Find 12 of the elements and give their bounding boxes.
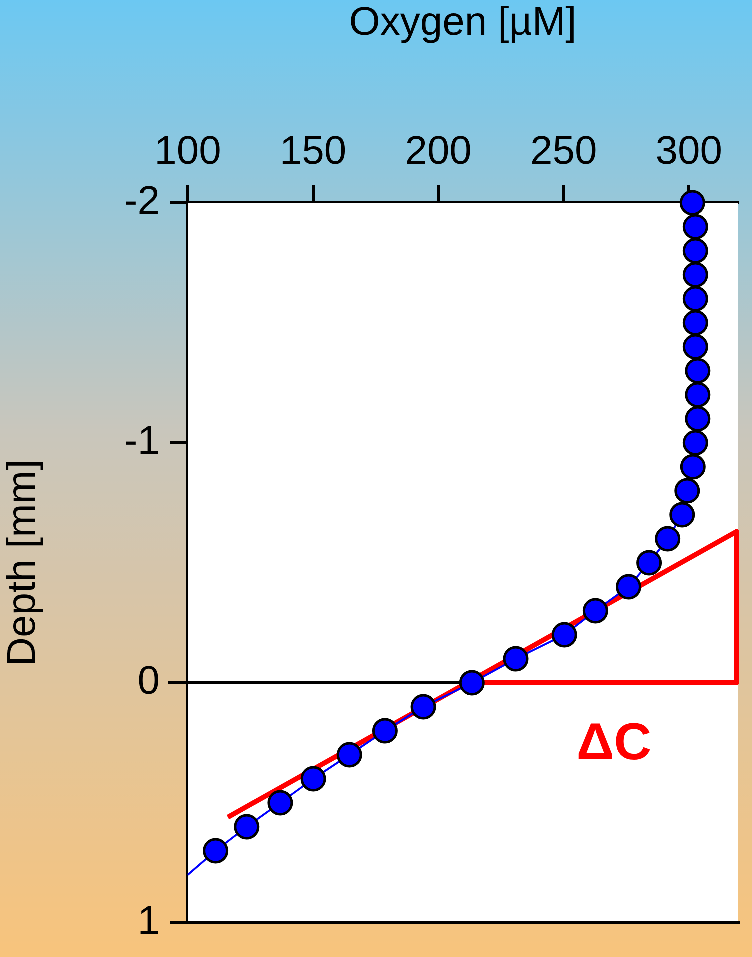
y-axis-title: Depth [mm] (0, 460, 44, 666)
annotation: ΔC (576, 714, 652, 772)
x-tick-label: 250 (530, 129, 598, 174)
x-tick-label: 100 (154, 129, 222, 174)
x-axis-title: Oxygen [µM] (349, 0, 577, 44)
y-tick-label: -1 (124, 419, 160, 464)
x-tick-label: 200 (405, 129, 472, 174)
y-tick-label: -2 (124, 179, 160, 224)
x-tick-label: 150 (280, 129, 347, 174)
y-tick-label: 1 (138, 899, 160, 944)
x-tick-label: 300 (656, 129, 723, 174)
y-tick-label: 0 (138, 659, 160, 704)
